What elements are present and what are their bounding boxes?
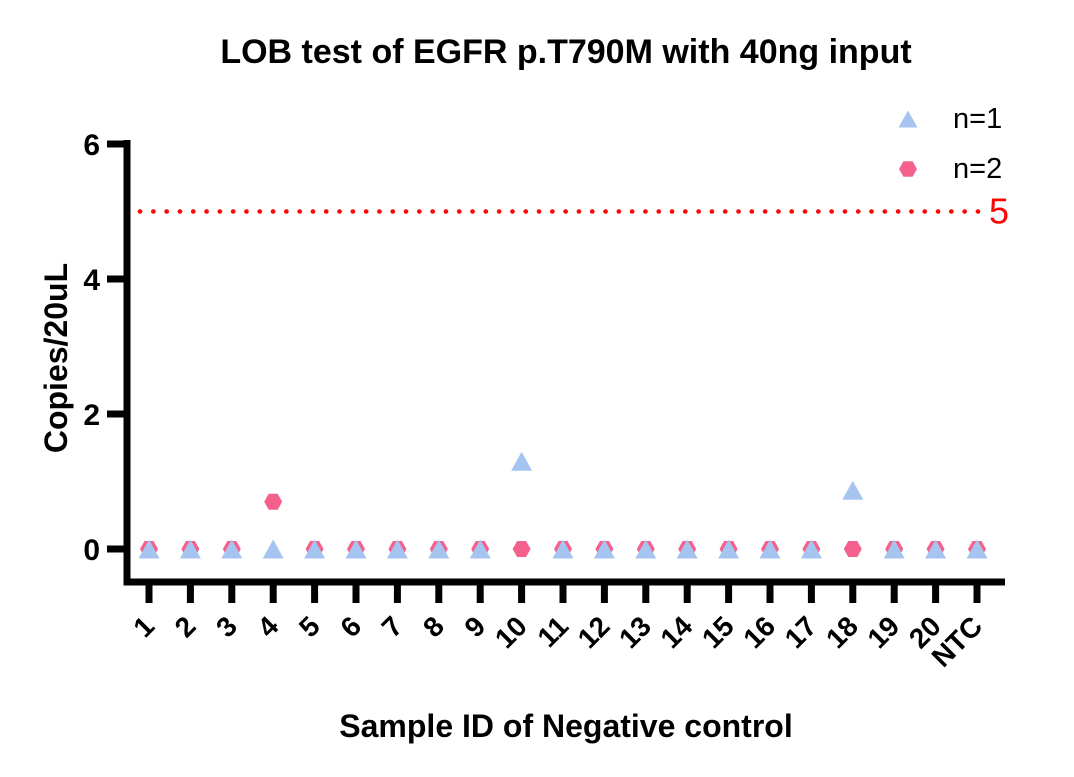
hexagon-point bbox=[843, 541, 862, 557]
x-tick-label: 11 bbox=[531, 610, 574, 653]
x-tick-label: 6 bbox=[334, 610, 367, 643]
legend: n=1 n=2 bbox=[893, 94, 1002, 194]
x-tick-label: 10 bbox=[489, 610, 533, 654]
triangle-point bbox=[469, 539, 491, 559]
threshold-label: 5 bbox=[989, 191, 1009, 232]
triangle-point bbox=[304, 539, 326, 559]
axes bbox=[123, 140, 1005, 586]
x-tick-label: 17 bbox=[779, 610, 823, 654]
triangle-point bbox=[759, 539, 781, 559]
hexagon-glyph bbox=[899, 161, 917, 177]
hexagon-marker-icon bbox=[899, 161, 917, 177]
x-tick-label: 16 bbox=[737, 610, 781, 654]
x-tick-label: 9 bbox=[459, 610, 492, 643]
triangle-point bbox=[925, 539, 947, 559]
triangle-point bbox=[511, 451, 533, 471]
x-tick-label: 8 bbox=[417, 610, 450, 643]
x-tick-label: 13 bbox=[613, 610, 657, 654]
triangle-point bbox=[676, 539, 698, 559]
x-tick-label: 1 bbox=[127, 610, 160, 643]
triangle-point bbox=[842, 480, 864, 500]
x-tick-label: 3 bbox=[210, 610, 243, 643]
x-tick-label: 2 bbox=[169, 610, 202, 643]
triangle-point bbox=[428, 539, 450, 559]
x-tick-label: 19 bbox=[861, 610, 905, 654]
triangle-glyph bbox=[898, 110, 918, 128]
x-tick-label: 12 bbox=[572, 610, 616, 654]
triangle-point bbox=[221, 539, 243, 559]
y-tick-label: 0 bbox=[83, 534, 100, 567]
triangle-point bbox=[883, 539, 905, 559]
triangle-point bbox=[635, 539, 657, 559]
x-tick-label: 14 bbox=[654, 610, 698, 654]
triangle-point bbox=[262, 539, 284, 559]
y-tick-label: 4 bbox=[83, 264, 100, 297]
x-tick-label: 7 bbox=[376, 610, 409, 643]
hexagon-point bbox=[512, 541, 531, 557]
triangle-point bbox=[552, 539, 574, 559]
triangle-point bbox=[138, 539, 160, 559]
x-tick-label: 4 bbox=[252, 610, 285, 643]
hexagon-point bbox=[264, 493, 283, 510]
legend-item-n2: n=2 bbox=[893, 144, 1002, 194]
x-tick-label: 5 bbox=[293, 610, 326, 643]
x-axis-title: Sample ID of Negative control bbox=[339, 708, 793, 744]
x-tick-label: 15 bbox=[696, 610, 740, 654]
triangle-point bbox=[800, 539, 822, 559]
x-tick-label: 18 bbox=[820, 610, 864, 654]
triangle-point bbox=[386, 539, 408, 559]
triangle-point bbox=[593, 539, 615, 559]
legend-item-n1: n=1 bbox=[893, 94, 1002, 144]
legend-label-n1: n=1 bbox=[953, 102, 1003, 135]
triangle-marker-icon bbox=[898, 110, 918, 128]
triangle-point bbox=[966, 539, 988, 559]
y-tick-label: 6 bbox=[83, 129, 100, 162]
x-tick-label: NTC bbox=[926, 610, 989, 673]
chart-title: LOB test of EGFR p.T790M with 40ng input bbox=[220, 33, 912, 71]
triangle-point bbox=[718, 539, 740, 559]
y-tick-label: 2 bbox=[83, 399, 100, 432]
triangle-point bbox=[179, 539, 201, 559]
triangle-point bbox=[345, 539, 367, 559]
legend-label-n2: n=2 bbox=[953, 152, 1003, 185]
